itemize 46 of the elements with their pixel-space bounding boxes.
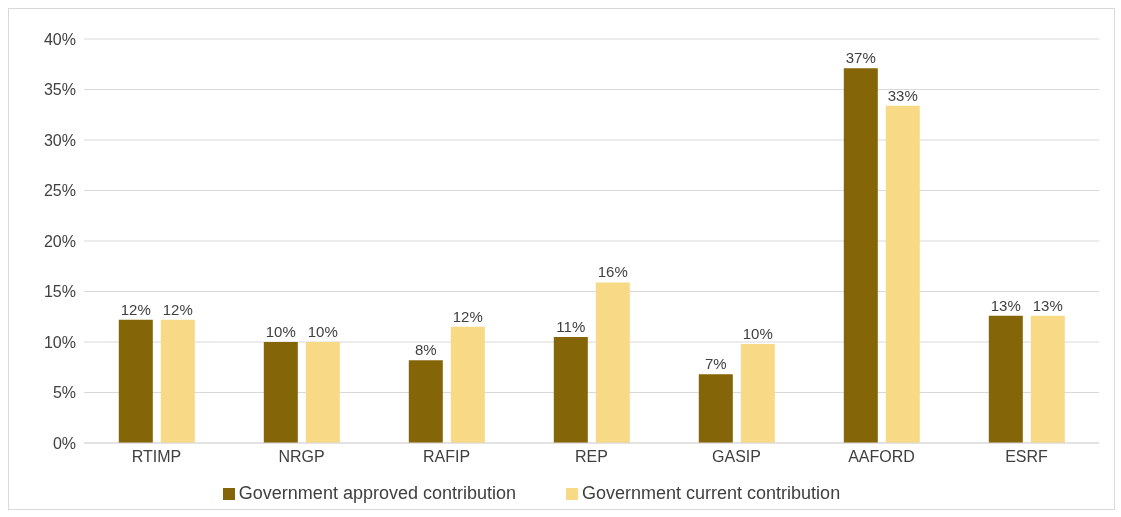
data-label: 12% bbox=[120, 300, 151, 318]
legend-label: Government current contribution bbox=[582, 483, 841, 503]
data-label: 13% bbox=[990, 296, 1021, 314]
data-label: 13% bbox=[1032, 296, 1063, 314]
y-tick-label: 5% bbox=[52, 384, 76, 402]
data-label: 11% bbox=[556, 317, 586, 335]
y-tick-label: 25% bbox=[43, 182, 76, 200]
bar bbox=[843, 68, 878, 443]
x-tick-label: RAFIP bbox=[422, 448, 471, 466]
x-tick-label: GASIP bbox=[712, 448, 761, 466]
y-tick-label: 0% bbox=[52, 434, 76, 452]
y-tick-label: 35% bbox=[43, 81, 76, 99]
bar bbox=[740, 344, 775, 443]
data-label: 12% bbox=[452, 307, 483, 325]
x-tick-label: RTIMP bbox=[131, 448, 182, 466]
y-tick-label: 15% bbox=[43, 283, 76, 301]
bar bbox=[263, 342, 298, 443]
y-tick-label: 20% bbox=[43, 232, 76, 250]
y-tick-label: 30% bbox=[43, 131, 76, 149]
bar bbox=[160, 319, 195, 443]
bar bbox=[408, 360, 443, 443]
bar bbox=[595, 282, 630, 443]
x-tick-label: AAFORD bbox=[848, 448, 915, 466]
bar bbox=[450, 326, 485, 443]
data-label: 8% bbox=[414, 341, 437, 359]
x-tick-label: NRGP bbox=[278, 448, 325, 466]
data-label: 10% bbox=[307, 323, 338, 340]
data-label: 16% bbox=[597, 263, 628, 281]
x-tick-label: ESRF bbox=[1005, 448, 1049, 466]
bar bbox=[118, 319, 153, 443]
y-tick-label: 10% bbox=[43, 333, 76, 351]
data-label: 10% bbox=[265, 323, 296, 340]
x-tick-label: REP bbox=[575, 448, 608, 466]
bar bbox=[1030, 315, 1065, 443]
legend-label: Government approved contribution bbox=[238, 483, 517, 503]
bar bbox=[698, 374, 733, 443]
y-tick-label: 40% bbox=[43, 30, 76, 48]
bar bbox=[553, 336, 588, 443]
bar bbox=[988, 315, 1023, 443]
data-label: 12% bbox=[162, 300, 193, 318]
data-label: 33% bbox=[887, 86, 918, 104]
data-label: 7% bbox=[704, 355, 727, 373]
data-label: 37% bbox=[845, 49, 876, 67]
data-label: 10% bbox=[742, 325, 773, 343]
bar bbox=[885, 105, 920, 443]
bar bbox=[305, 342, 340, 443]
